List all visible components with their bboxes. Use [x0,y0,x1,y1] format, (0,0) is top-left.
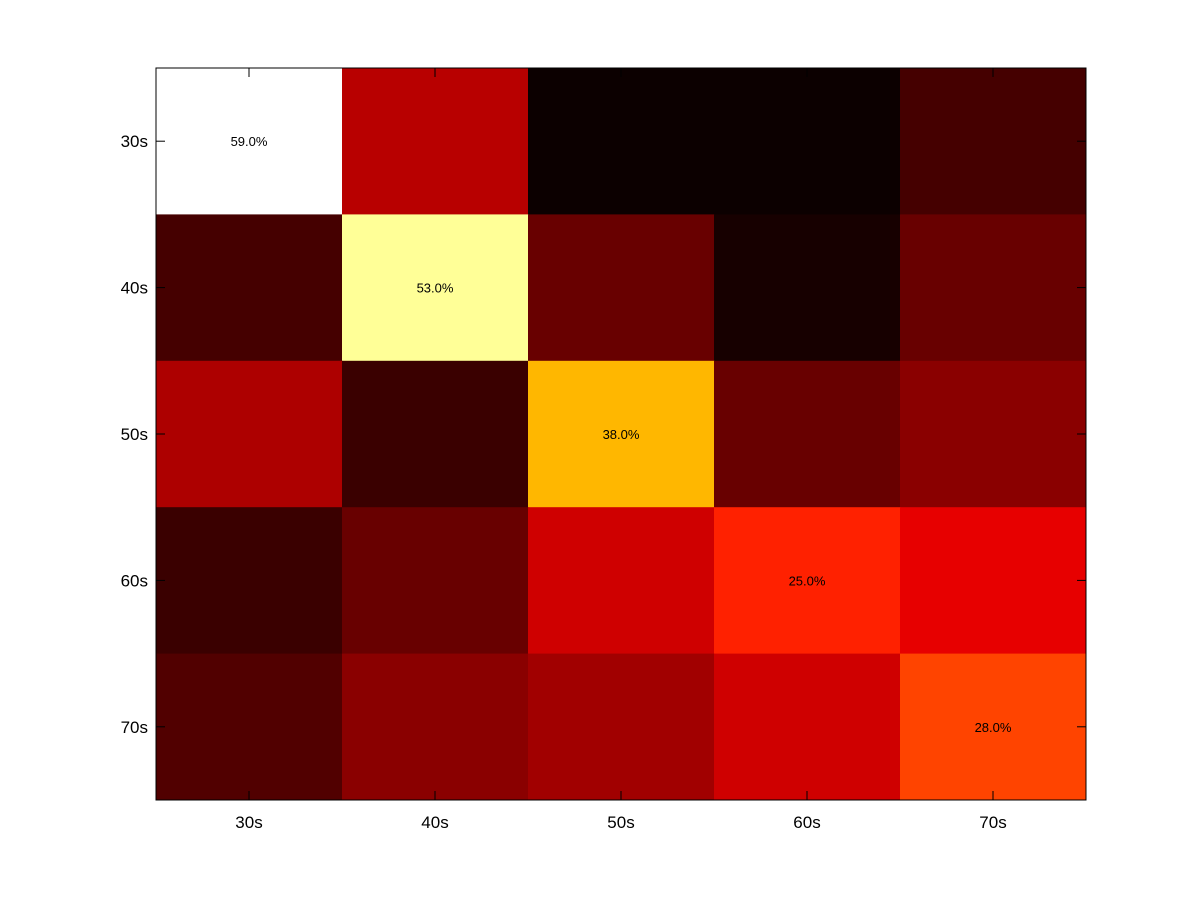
x-tick-labels: 30s 40s 50s 60s 70s [235,813,1006,832]
heatmap-cell-r1-c1 [342,214,529,362]
heatmap-cell-r0-c1 [342,68,529,215]
heatmap-cell-r3-c2 [528,507,715,655]
heatmap-cell-r2-c2 [528,360,715,508]
cell-annotation: 25.0% [789,573,826,588]
x-tick-label: 60s [793,813,820,832]
heatmap-cell-r3-c0 [156,507,343,655]
cell-annotations: 59.0% 53.0% 38.0% 25.0% 28.0% [231,134,1012,735]
heatmap-cell-r1-c4 [900,214,1087,362]
heatmap-cell-r0-c2 [528,68,715,215]
heatmap-cell-r1-c3 [714,214,901,362]
axis-ticks [156,68,1086,800]
heatmap-cells [156,68,1087,801]
x-tick-label: 30s [235,813,262,832]
heatmap-cell-r4-c0 [156,653,343,801]
cell-annotation: 28.0% [975,720,1012,735]
cell-annotation: 38.0% [603,427,640,442]
y-tick-label: 40s [121,279,148,298]
heatmap-cell-r2-c3 [714,360,901,508]
x-tick-label: 70s [979,813,1006,832]
heatmap-cell-r3-c1 [342,507,529,655]
heatmap-cell-r4-c2 [528,653,715,801]
y-tick-label: 60s [121,571,148,590]
heatmap-cell-r2-c4 [900,360,1087,508]
y-tick-label: 50s [121,425,148,444]
heatmap-cell-r4-c1 [342,653,529,801]
heatmap-cell-r0-c3 [714,68,901,215]
x-tick-label: 40s [421,813,448,832]
heatmap-cell-r0-c4 [900,68,1087,215]
heatmap-cell-r0-c0 [156,68,343,215]
heatmap-cell-r1-c0 [156,214,343,362]
cell-annotation: 53.0% [417,281,454,296]
heatmap-cell-r2-c0 [156,360,343,508]
heatmap-cell-r3-c4 [900,507,1087,655]
heatmap-cell-r4-c4 [900,653,1087,801]
y-tick-labels: 30s 40s 50s 60s 70s [121,132,148,737]
heatmap-cell-r2-c1 [342,360,529,508]
x-tick-label: 50s [607,813,634,832]
y-tick-label: 70s [121,718,148,737]
cell-annotation: 59.0% [231,134,268,149]
heatmap-cell-r3-c3 [714,507,901,655]
y-tick-label: 30s [121,132,148,151]
heatmap-cell-r4-c3 [714,653,901,801]
heatmap-cell-r1-c2 [528,214,715,362]
